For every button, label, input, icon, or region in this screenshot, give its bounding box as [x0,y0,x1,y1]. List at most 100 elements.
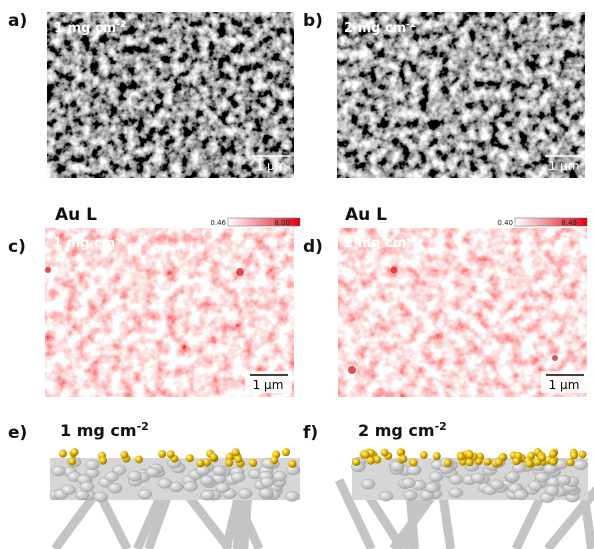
carbon-particle [514,490,528,500]
carbon-particle [449,488,463,498]
au-particle [566,458,574,466]
au-particle [234,455,242,463]
au-particle [135,455,143,463]
au-particle [196,459,204,467]
carbon-particle [94,492,108,502]
panel-label: b) [303,11,323,31]
scale-label: 1 μm [253,378,284,392]
scale-label: 1 μm [256,159,287,173]
carbon-particle [259,488,273,498]
carbon-particle [201,490,215,500]
au-particle [186,454,194,462]
carbon-particle [545,485,559,495]
au-particle [410,459,418,467]
hotspot [348,366,356,374]
carbon-particle [213,466,227,476]
au-particle [362,451,370,459]
carbon-particle [108,483,122,493]
carbon-particle [285,491,299,501]
carbon-particle [238,489,252,499]
carbon-particle [51,466,65,476]
carbon-particle [231,472,245,482]
au-particle [68,457,76,465]
au-particle [381,449,389,457]
carbon-particle [184,481,198,491]
carbon-particle [138,489,152,499]
carbon-particle [260,477,274,487]
colorbar-min: 0.40 [497,219,513,227]
carbon-particle [535,472,549,482]
carbon-particle [105,472,119,482]
au-particle [270,456,278,464]
au-particle [167,450,175,458]
au-particle [433,452,441,460]
au-particle [399,455,407,463]
hotspot [391,267,398,274]
au-particle [525,460,533,468]
carbon-particle [86,460,100,470]
au-particle [352,458,360,466]
carbon-particle [216,483,230,493]
panel-label: d) [303,237,323,257]
carbon-particle [361,479,375,489]
carbon-particle [379,491,393,501]
au-particle [444,459,452,467]
au-particle [225,459,233,467]
au-particle [158,450,166,458]
panel-label: a) [8,11,27,31]
carbon-particle [574,460,588,470]
au-particle [120,451,128,459]
au-particle [578,450,586,458]
au-particle [420,451,428,459]
carbon-particle [557,475,571,485]
panel-label: e) [8,423,27,443]
carbon-particle [196,465,210,475]
carbon-particle [490,480,504,490]
colorbar-max: 8.00 [274,219,290,227]
au-particle [484,458,492,466]
scale-label: 1 μm [549,378,580,392]
carbon-particle [543,464,557,474]
loading-label: 2 mg cm-2 [344,235,416,251]
carbon-particle [429,472,443,482]
carbon-particle [158,478,172,488]
figure: a) 1 mg cm-2 1 μm b) 2 mg cm-2 1 μm c) A… [0,0,594,549]
hotspot [236,268,244,276]
sem-image [47,12,294,178]
au-particle [457,453,465,461]
au-particle [59,450,67,458]
carbon-particle [128,471,142,481]
au-particle [549,458,557,466]
hotspot [552,355,558,361]
loading-label: 1 mg cm-2 [53,235,125,251]
carbon-particle [401,478,415,488]
au-particle [71,448,79,456]
loading-label: 1 mg cm-2 [54,20,126,36]
au-particle [466,451,474,459]
loading-label: 2 mg cm-2 [358,420,447,440]
au-particle [282,448,290,456]
au-particle [533,458,541,466]
scale-label: 1 μm [549,159,580,173]
carbon-particle [449,475,463,485]
au-particle [495,458,503,466]
carbon-particle [61,485,75,495]
sem-image [337,12,585,178]
carbon-particle [273,471,287,481]
carbon-particle [200,476,214,486]
au-particle [210,453,218,461]
element-label: Au L [345,205,387,225]
au-particle [232,448,240,456]
loading-label: 1 mg cm-2 [60,420,149,440]
panel-label: c) [8,237,26,257]
au-particle [249,459,257,467]
carbon-particle [80,482,94,492]
element-label: Au L [55,205,97,225]
schematics [50,448,594,549]
panel-label: f) [303,423,318,443]
au-particle [570,451,578,459]
carbon-particle [425,483,439,493]
colorbar-min: 0.46 [210,219,226,227]
au-particle [288,460,296,468]
carbon-particle [506,472,520,482]
